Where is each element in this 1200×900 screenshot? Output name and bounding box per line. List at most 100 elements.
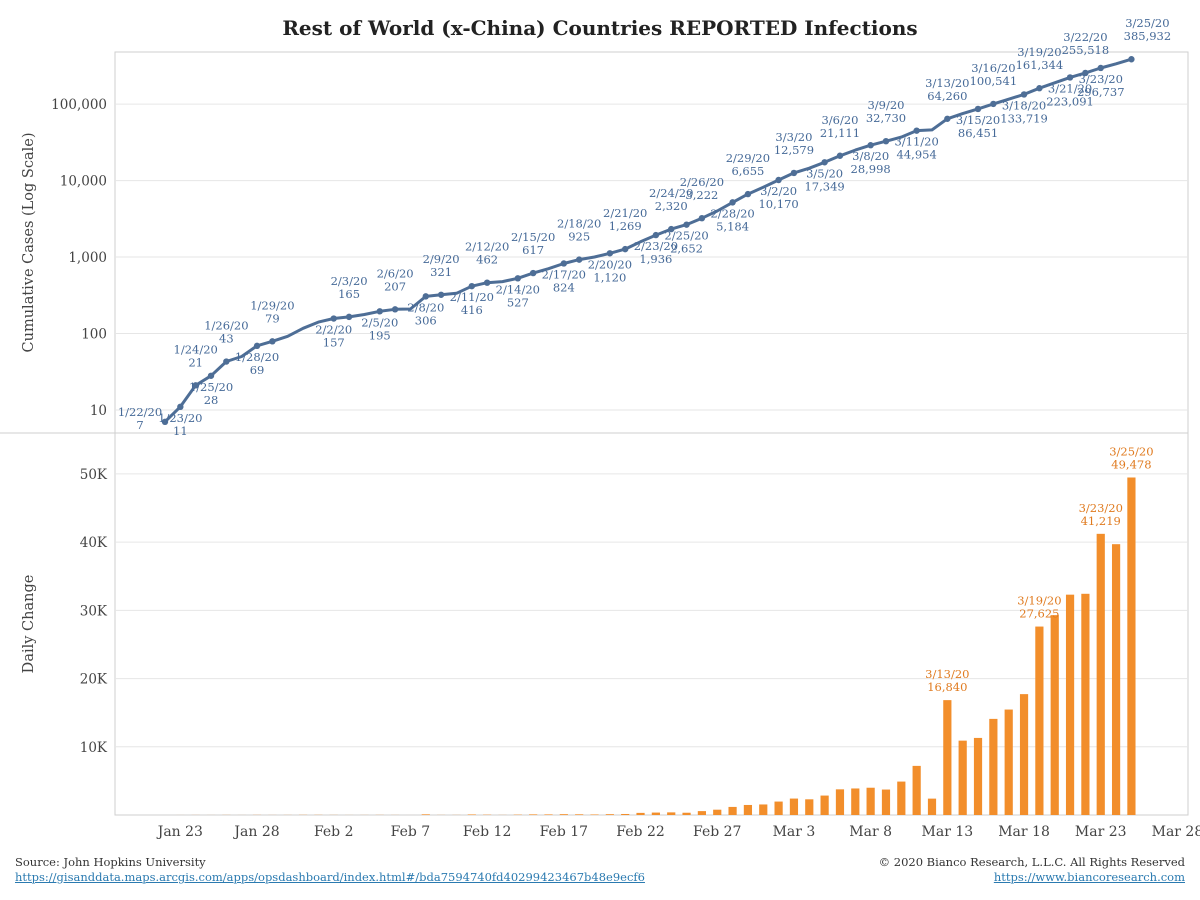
line-marker xyxy=(775,176,782,184)
bar-annotation-value: 27,625 xyxy=(1019,607,1059,621)
line-marker xyxy=(223,358,230,365)
line-annotation-value: 165 xyxy=(338,287,360,301)
line-annotation-date: 2/23/20 xyxy=(634,239,678,253)
bar-annotation-value: 41,219 xyxy=(1081,514,1121,528)
x-tick-label: Jan 23 xyxy=(156,824,203,840)
line-annotation-value: 2,652 xyxy=(670,242,703,256)
line-annotation-date: 3/6/20 xyxy=(821,113,858,127)
line-marker xyxy=(729,199,736,206)
line-marker xyxy=(1082,69,1089,77)
line-marker xyxy=(192,382,199,389)
line-annotation-value: 296,737 xyxy=(1077,85,1125,99)
line-marker xyxy=(376,308,383,315)
x-tick-label: Mar 28 xyxy=(1152,824,1200,840)
daily-change-bar xyxy=(651,812,660,815)
line-annotation-value: 28,998 xyxy=(851,162,891,176)
daily-change-bar xyxy=(943,700,952,815)
line-annotation-date: 1/23/20 xyxy=(158,411,202,425)
bar-y-tick-label: 30K xyxy=(80,603,108,619)
bar-y-tick-label: 20K xyxy=(80,672,108,688)
line-annotation-date: 1/29/20 xyxy=(250,298,294,312)
line-marker xyxy=(1066,74,1074,81)
x-tick-label: Feb 7 xyxy=(391,824,431,840)
line-marker xyxy=(744,190,752,198)
line-marker xyxy=(269,338,276,345)
line-marker xyxy=(560,260,568,267)
x-tick-label: Mar 8 xyxy=(849,824,892,840)
line-annotation-date: 2/3/20 xyxy=(331,274,368,288)
line-annotation-value: 21 xyxy=(188,355,203,369)
x-tick-label: Jan 28 xyxy=(232,824,279,840)
line-y-tick-label: 100 xyxy=(81,327,107,343)
line-annotation-date: 2/29/20 xyxy=(726,151,770,165)
x-tick-label: Mar 18 xyxy=(998,824,1050,840)
line-annotation-value: 223,091 xyxy=(1046,94,1094,108)
x-tick-label: Feb 22 xyxy=(616,824,664,840)
x-tick-label: Feb 27 xyxy=(693,824,741,840)
line-y-tick-label: 10,000 xyxy=(60,174,107,190)
daily-change-bar xyxy=(912,765,921,815)
line-marker xyxy=(437,291,445,298)
daily-change-bar xyxy=(805,799,814,815)
line-annotation-value: 1,936 xyxy=(639,252,672,266)
line-marker xyxy=(974,105,982,113)
website-link-wrap: https://www.biancoresearch.com xyxy=(994,870,1185,884)
line-marker xyxy=(468,282,475,290)
line-annotation-date: 3/5/20 xyxy=(806,166,843,180)
line-marker xyxy=(652,231,660,239)
daily-change-bar xyxy=(866,787,875,815)
line-annotation-date: 3/18/20 xyxy=(1002,98,1046,112)
line-annotation-value: 10,170 xyxy=(758,197,798,211)
line-marker xyxy=(790,169,798,177)
x-tick-label: Feb 2 xyxy=(314,824,354,840)
line-annotation-date: 2/11/20 xyxy=(450,290,494,304)
line-marker xyxy=(483,279,491,286)
website-link[interactable]: https://www.biancoresearch.com xyxy=(993,870,1185,884)
line-y-tick-label: 10 xyxy=(90,403,107,419)
daily-change-bar xyxy=(759,804,768,815)
line-marker xyxy=(836,152,844,159)
daily-change-bar xyxy=(774,801,783,815)
line-annotation-date: 1/25/20 xyxy=(189,380,233,394)
chart-canvas: 10 100 1,000 10,000 100,000 Cumulative Cases … xyxy=(0,16,1200,840)
line-marker xyxy=(683,221,690,228)
line-annotation-value: 306 xyxy=(415,313,437,327)
line-annotation-value: 824 xyxy=(553,280,575,294)
line-marker xyxy=(913,127,920,134)
chart-title: Rest of World (x-China) Countries REPORT… xyxy=(282,16,918,40)
line-annotation-value: 5,184 xyxy=(716,219,749,233)
source-link-wrap: https://gisanddata.maps.arcgis.com/apps/… xyxy=(15,870,645,884)
line-marker xyxy=(821,159,828,166)
bar-annotation-value: 16,840 xyxy=(927,680,967,694)
line-marker xyxy=(882,137,890,145)
line-annotation-value: 44,954 xyxy=(897,148,937,162)
line-marker xyxy=(867,142,874,149)
daily-change-bar xyxy=(973,737,983,815)
line-annotation-date: 3/11/20 xyxy=(894,135,938,149)
line-marker xyxy=(253,342,261,350)
line-annotation-date: 2/18/20 xyxy=(557,217,601,231)
daily-change-bar xyxy=(743,804,753,815)
line-annotation-value: 43 xyxy=(219,332,234,346)
daily-change-bar xyxy=(621,813,630,815)
daily-change-bar xyxy=(1004,709,1013,815)
source-link[interactable]: https://gisanddata.maps.arcgis.com/apps/… xyxy=(15,870,645,884)
line-y-axis-label: Cumulative Cases (Log Scale) xyxy=(21,133,37,353)
line-annotation-date: 1/22/20 xyxy=(118,405,162,419)
line-marker xyxy=(529,269,537,277)
bar-annotation-value: 49,478 xyxy=(1111,457,1151,471)
line-annotation-date: 2/17/20 xyxy=(542,267,586,281)
x-tick-label: Mar 3 xyxy=(773,824,816,840)
line-annotation-date: 2/25/20 xyxy=(664,229,708,243)
daily-change-bar xyxy=(575,814,584,815)
bar-annotation-date: 3/25/20 xyxy=(1109,444,1153,458)
line-annotation-date: 2/28/20 xyxy=(710,206,754,220)
line-marker xyxy=(161,418,169,426)
daily-change-bar xyxy=(835,789,845,815)
line-annotation-value: 157 xyxy=(323,336,345,350)
daily-change-bar xyxy=(1035,626,1044,815)
line-annotation-date: 1/28/20 xyxy=(235,350,279,364)
bar-y-axis-label: Daily Change xyxy=(21,575,37,674)
line-marker xyxy=(668,225,675,233)
daily-change-bar xyxy=(713,809,722,815)
